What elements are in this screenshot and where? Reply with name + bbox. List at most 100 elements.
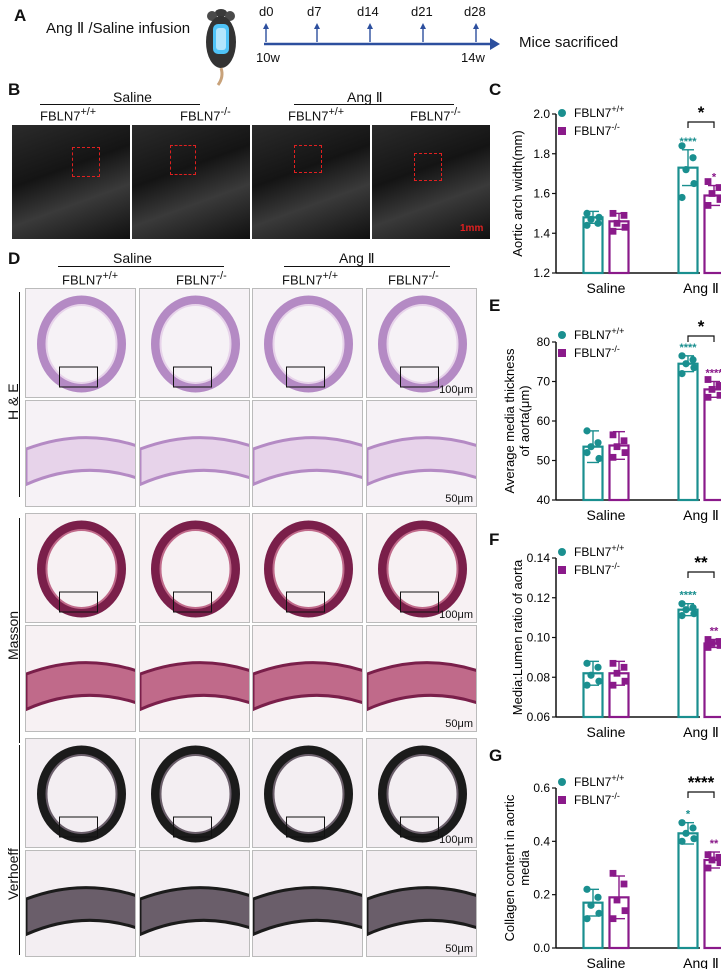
aorta-inner bbox=[386, 304, 459, 384]
data-point bbox=[704, 178, 712, 185]
data-point bbox=[678, 612, 686, 620]
tissue-drawing bbox=[367, 886, 476, 937]
tissue-drawing bbox=[37, 295, 126, 393]
he-zoom-image bbox=[25, 400, 136, 507]
zoom-box bbox=[59, 366, 98, 388]
data-point bbox=[613, 896, 621, 904]
ultrasound-image-3 bbox=[252, 125, 370, 239]
legend-label-wt: FBLN7+/+ bbox=[574, 543, 624, 559]
data-point bbox=[678, 352, 686, 360]
comparison-stars: * bbox=[698, 103, 705, 122]
significance-stars: * bbox=[712, 172, 717, 184]
tissue-drawing bbox=[367, 661, 476, 712]
data-point bbox=[704, 644, 712, 651]
x-category-label: Ang Ⅱ bbox=[683, 724, 719, 740]
d-geno-2: FBLN7-/- bbox=[176, 270, 227, 288]
row-label-masson: Masson bbox=[5, 610, 21, 660]
ms-zoom-image bbox=[25, 625, 136, 732]
data-point bbox=[594, 219, 602, 227]
d-group-saline: Saline bbox=[113, 250, 152, 266]
x-category-label: Saline bbox=[587, 507, 626, 523]
ms-zoom-image bbox=[139, 625, 250, 732]
bar bbox=[703, 858, 721, 950]
significance-stars: **** bbox=[705, 368, 721, 380]
data-point bbox=[704, 393, 712, 401]
data-point bbox=[678, 819, 686, 827]
tissue-drawing bbox=[26, 661, 135, 712]
tissue-drawing bbox=[264, 520, 353, 618]
y-tick-label: 2.0 bbox=[533, 107, 550, 121]
data-point bbox=[587, 901, 595, 909]
scalebar-50: 50μm bbox=[445, 718, 473, 730]
he-over-image bbox=[139, 288, 250, 398]
he-over-image: 100μm bbox=[366, 288, 477, 398]
aorta-inner bbox=[272, 754, 345, 834]
aorta-ring bbox=[151, 745, 240, 843]
aorta-inner bbox=[386, 754, 459, 834]
data-point bbox=[716, 391, 721, 399]
b-ang-line bbox=[294, 104, 454, 105]
data-point bbox=[583, 209, 591, 217]
zoom-box bbox=[400, 816, 439, 838]
d-saline-line bbox=[58, 266, 224, 267]
data-point bbox=[621, 449, 629, 456]
legend-marker-ko bbox=[558, 349, 566, 357]
scalebar-100: 100μm bbox=[439, 384, 473, 396]
timeline-arrowhead bbox=[490, 38, 500, 50]
panel-letter-g: G bbox=[489, 746, 503, 765]
data-point bbox=[583, 915, 591, 923]
data-point bbox=[682, 360, 690, 368]
legend-label-wt: FBLN7+/+ bbox=[574, 326, 624, 342]
y-axis-label-line: media bbox=[517, 850, 532, 886]
timeline-tick-arrow bbox=[367, 23, 373, 29]
d-geno-1: FBLN7+/+ bbox=[62, 270, 119, 288]
aorta-inner bbox=[272, 529, 345, 609]
x-category-label: Ang Ⅱ bbox=[683, 955, 719, 969]
tissue-drawing bbox=[26, 886, 135, 937]
ultrasound-image-4: 1mm bbox=[372, 125, 490, 239]
y-tick-label: 1.8 bbox=[533, 147, 550, 161]
aorta-ring bbox=[378, 745, 467, 843]
aorta-ring bbox=[37, 295, 126, 393]
aorta-ring bbox=[264, 745, 353, 843]
vh-over-image bbox=[25, 738, 136, 848]
tissue-drawing bbox=[140, 886, 249, 937]
data-point bbox=[704, 376, 712, 383]
y-axis-label: Aortic arch width(mm) bbox=[510, 130, 525, 256]
data-point bbox=[621, 223, 629, 231]
row-bracket-verhoeff bbox=[19, 745, 20, 955]
x-category-label: Saline bbox=[587, 955, 626, 969]
tissue-drawing bbox=[253, 886, 362, 937]
ms-over-image bbox=[25, 513, 136, 623]
comparison-stars: **** bbox=[688, 773, 715, 792]
tissue-drawing bbox=[378, 295, 467, 393]
vessel-wall bbox=[140, 661, 249, 712]
b-geno-4: FBLN7-/- bbox=[410, 106, 461, 124]
d-group-ang: Ang Ⅱ bbox=[339, 250, 375, 266]
scalebar-100: 100μm bbox=[439, 834, 473, 846]
y-axis-label-line: of aorta(μm) bbox=[517, 385, 532, 456]
vh-over-image: 100μm bbox=[366, 738, 477, 848]
chart-media-thickness: 40 50 60 70 80 Average media thicknessof aort… bbox=[502, 317, 721, 523]
vessel-wall bbox=[367, 661, 476, 712]
data-point bbox=[613, 443, 621, 451]
data-point bbox=[708, 386, 716, 393]
vessel-wall bbox=[140, 886, 249, 937]
data-point bbox=[583, 221, 591, 229]
aorta-inner bbox=[45, 529, 118, 609]
vh-zoom-image: 50μm bbox=[366, 850, 477, 957]
data-point bbox=[583, 681, 591, 689]
panel-letter-c: C bbox=[489, 80, 502, 99]
panel-letter-e: E bbox=[489, 296, 501, 315]
b-geno-2: FBLN7-/- bbox=[180, 106, 231, 124]
data-point bbox=[708, 640, 716, 647]
data-point bbox=[583, 427, 591, 435]
data-point bbox=[583, 449, 591, 457]
data-point bbox=[594, 893, 602, 901]
row-bracket-he bbox=[19, 292, 20, 497]
data-point bbox=[716, 196, 721, 203]
row-label-verhoeff: Verhoeff bbox=[5, 848, 21, 900]
panel-letter-f: F bbox=[489, 530, 500, 549]
data-point bbox=[583, 659, 591, 667]
aorta-ring bbox=[151, 520, 240, 618]
